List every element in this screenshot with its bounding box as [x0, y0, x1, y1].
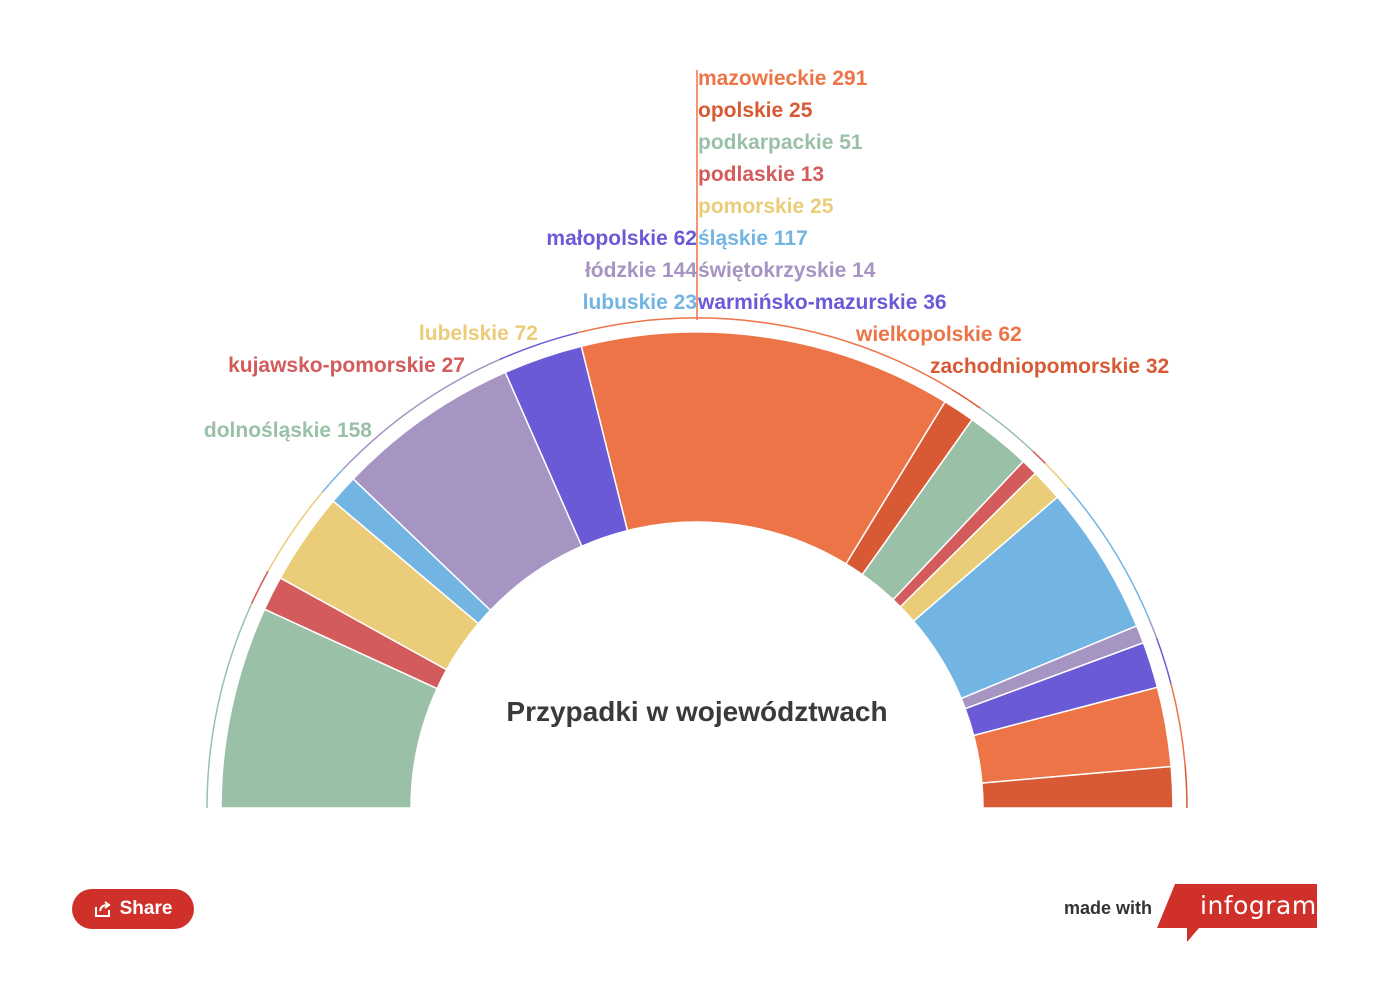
- leader-zachodniopomorskie: [1184, 765, 1188, 809]
- leader-lodzkie: [342, 358, 500, 470]
- share-icon: [94, 901, 111, 917]
- label-malopolskie: małopolskie 62: [546, 227, 697, 250]
- label-podlaskie: podlaskie 13: [698, 163, 824, 186]
- label-pomorskie: pomorskie 25: [698, 195, 834, 218]
- label-dolnoslaskie: dolnośląskie 158: [204, 419, 372, 442]
- label-wielkopolskie: wielkopolskie 62: [855, 323, 1022, 346]
- leader-warminsko-mazurskie: [1155, 637, 1172, 684]
- leader-podlaskie: [1032, 450, 1046, 464]
- infogram-logo-text: infogram: [1200, 891, 1317, 920]
- label-lubelskie: lubelskie 72: [419, 322, 538, 345]
- label-swietokrzyskie: świętokrzyskie 14: [698, 259, 876, 282]
- label-slaskie: śląskie 117: [698, 227, 808, 250]
- leader-wielkopolskie: [1170, 683, 1186, 766]
- leader-podkarpackie: [979, 407, 1034, 452]
- leader-dolnoslaskie: [206, 603, 253, 809]
- label-lubuskie: lubuskie 23: [583, 291, 697, 314]
- leader-lubuskie: [321, 468, 344, 493]
- leader-swietokrzyskie: [1149, 620, 1158, 639]
- leader-kujawsko-pomorskie: [251, 570, 269, 604]
- label-mazowieckie: mazowieckie 291: [698, 67, 868, 90]
- label-kujawsko-pomorskie: kujawsko-pomorskie 27: [228, 354, 465, 377]
- label-warminsko-mazurskie: warmińsko-mazurskie 36: [697, 291, 947, 314]
- chart-title: Przypadki w województwach: [506, 696, 887, 727]
- infogram-logo[interactable]: [1157, 884, 1317, 944]
- leader-mazowieckie: [577, 317, 953, 391]
- leader-pomorskie: [1044, 462, 1069, 489]
- leader-slaskie: [1067, 487, 1151, 621]
- slices-group: [220, 331, 1174, 809]
- share-label: Share: [119, 898, 173, 919]
- share-button[interactable]: Share: [72, 889, 194, 929]
- label-lodzkie: łódzkie 144: [585, 259, 697, 282]
- label-opolskie: opolskie 25: [698, 99, 813, 122]
- leader-malopolskie: [499, 331, 579, 361]
- slice-zachodniopomorskie[interactable]: [981, 765, 1174, 809]
- leader-opolskie: [951, 389, 981, 409]
- labels-group: dolnośląskie 158 kujawsko-pomorskie 27 lub…: [204, 67, 1169, 442]
- label-leaders-group: [206, 70, 1188, 809]
- label-zachodniopomorskie: zachodniopomorskie 32: [930, 355, 1169, 378]
- made-with-text: made with: [1064, 898, 1153, 918]
- label-podkarpackie: podkarpackie 51: [698, 131, 863, 154]
- leader-lubelskie: [267, 491, 324, 572]
